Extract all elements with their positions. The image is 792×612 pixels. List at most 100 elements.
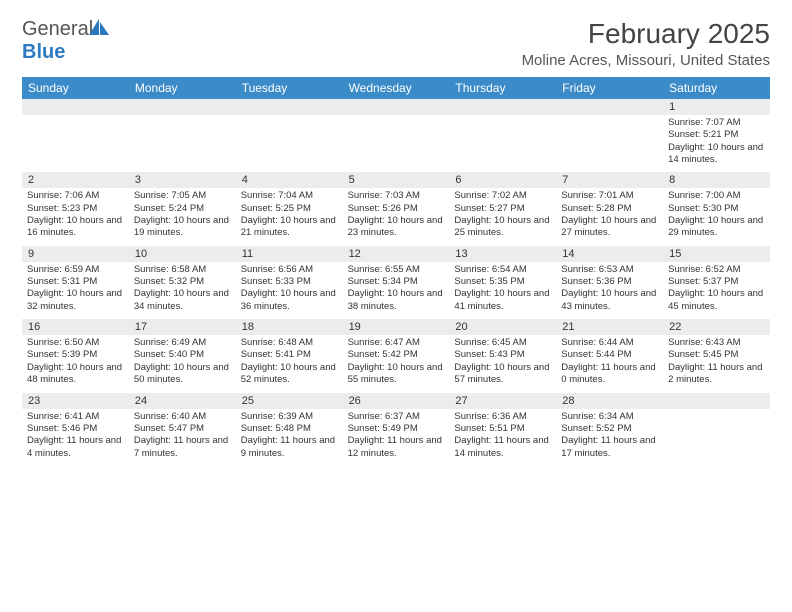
day-cell: Sunrise: 7:06 AMSunset: 5:23 PMDaylight:… [22,188,129,245]
sunrise-text: Sunrise: 6:55 AM [348,264,445,276]
day-cell: Sunrise: 6:47 AMSunset: 5:42 PMDaylight:… [343,335,450,392]
day-cell: Sunrise: 6:43 AMSunset: 5:45 PMDaylight:… [663,335,770,392]
day-number [22,99,129,115]
daylight-text: Daylight: 11 hours and 9 minutes. [241,435,338,460]
day-number [129,99,236,115]
daylight-text: Daylight: 10 hours and 38 minutes. [348,288,445,313]
day-cell: Sunrise: 6:44 AMSunset: 5:44 PMDaylight:… [556,335,663,392]
day-number [236,99,343,115]
month-title: February 2025 [522,18,770,50]
day-cell: Sunrise: 7:01 AMSunset: 5:28 PMDaylight:… [556,188,663,245]
sunrise-text: Sunrise: 6:58 AM [134,264,231,276]
sunset-text: Sunset: 5:35 PM [454,276,551,288]
day-cell: Sunrise: 6:56 AMSunset: 5:33 PMDaylight:… [236,262,343,319]
sunset-text: Sunset: 5:46 PM [27,423,124,435]
day-cell: Sunrise: 6:54 AMSunset: 5:35 PMDaylight:… [449,262,556,319]
day-number: 12 [343,246,450,262]
day-number: 7 [556,172,663,188]
day-cell: Sunrise: 7:03 AMSunset: 5:26 PMDaylight:… [343,188,450,245]
day-number: 14 [556,246,663,262]
logo-text: GeneralBlue [22,18,111,64]
day-cell: Sunrise: 6:41 AMSunset: 5:46 PMDaylight:… [22,409,129,466]
day-number: 17 [129,319,236,335]
day-number: 21 [556,319,663,335]
sunrise-text: Sunrise: 7:01 AM [561,190,658,202]
day-number: 27 [449,393,556,409]
sunrise-text: Sunrise: 6:44 AM [561,337,658,349]
daynum-strip: 2345678 [22,172,770,188]
day-number: 10 [129,246,236,262]
header-right: February 2025 Moline Acres, Missouri, Un… [522,18,770,69]
day-header: Thursday [449,77,556,99]
daylight-text: Daylight: 11 hours and 2 minutes. [668,362,765,387]
sunset-text: Sunset: 5:37 PM [668,276,765,288]
sunrise-text: Sunrise: 6:50 AM [27,337,124,349]
day-number: 1 [663,99,770,115]
sunrise-text: Sunrise: 6:36 AM [454,411,551,423]
day-cell: Sunrise: 6:59 AMSunset: 5:31 PMDaylight:… [22,262,129,319]
sunset-text: Sunset: 5:49 PM [348,423,445,435]
day-cell [663,409,770,466]
daylight-text: Daylight: 10 hours and 16 minutes. [27,215,124,240]
day-cell: Sunrise: 6:50 AMSunset: 5:39 PMDaylight:… [22,335,129,392]
sunrise-text: Sunrise: 6:45 AM [454,337,551,349]
daylight-text: Daylight: 10 hours and 36 minutes. [241,288,338,313]
sunset-text: Sunset: 5:25 PM [241,203,338,215]
day-cell [129,115,236,172]
sunrise-text: Sunrise: 6:43 AM [668,337,765,349]
day-cell: Sunrise: 6:34 AMSunset: 5:52 PMDaylight:… [556,409,663,466]
day-cell: Sunrise: 6:58 AMSunset: 5:32 PMDaylight:… [129,262,236,319]
logo-text-1: General [22,18,93,40]
day-number: 18 [236,319,343,335]
day-number: 20 [449,319,556,335]
sunset-text: Sunset: 5:30 PM [668,203,765,215]
sunset-text: Sunset: 5:45 PM [668,349,765,361]
sunset-text: Sunset: 5:27 PM [454,203,551,215]
day-cell: Sunrise: 6:37 AMSunset: 5:49 PMDaylight:… [343,409,450,466]
day-number: 19 [343,319,450,335]
daylight-text: Daylight: 10 hours and 52 minutes. [241,362,338,387]
day-cell: Sunrise: 6:48 AMSunset: 5:41 PMDaylight:… [236,335,343,392]
sunset-text: Sunset: 5:28 PM [561,203,658,215]
daylight-text: Daylight: 10 hours and 57 minutes. [454,362,551,387]
sunrise-text: Sunrise: 7:02 AM [454,190,551,202]
day-header: Tuesday [236,77,343,99]
daylight-text: Daylight: 10 hours and 27 minutes. [561,215,658,240]
sunset-text: Sunset: 5:23 PM [27,203,124,215]
sunset-text: Sunset: 5:51 PM [454,423,551,435]
sunrise-text: Sunrise: 6:52 AM [668,264,765,276]
week-row: Sunrise: 6:59 AMSunset: 5:31 PMDaylight:… [22,262,770,319]
daylight-text: Daylight: 11 hours and 0 minutes. [561,362,658,387]
sunrise-text: Sunrise: 6:54 AM [454,264,551,276]
sunrise-text: Sunrise: 6:40 AM [134,411,231,423]
sunrise-text: Sunrise: 6:59 AM [27,264,124,276]
daylight-text: Daylight: 10 hours and 43 minutes. [561,288,658,313]
day-cell [449,115,556,172]
day-number: 13 [449,246,556,262]
sunrise-text: Sunrise: 6:56 AM [241,264,338,276]
sunset-text: Sunset: 5:33 PM [241,276,338,288]
sunset-text: Sunset: 5:47 PM [134,423,231,435]
day-number: 25 [236,393,343,409]
day-number: 8 [663,172,770,188]
day-header: Sunday [22,77,129,99]
sunset-text: Sunset: 5:44 PM [561,349,658,361]
day-number: 23 [22,393,129,409]
daylight-text: Daylight: 10 hours and 19 minutes. [134,215,231,240]
sunset-text: Sunset: 5:48 PM [241,423,338,435]
day-cell: Sunrise: 7:00 AMSunset: 5:30 PMDaylight:… [663,188,770,245]
calendar: SundayMondayTuesdayWednesdayThursdayFrid… [22,77,770,466]
daynum-strip: 1 [22,99,770,115]
sunset-text: Sunset: 5:52 PM [561,423,658,435]
day-number [556,99,663,115]
logo-text-2: Blue [22,41,65,63]
calendar-page: GeneralBlue February 2025 Moline Acres, … [0,0,792,484]
daynum-strip: 232425262728 [22,393,770,409]
day-cell [343,115,450,172]
sunrise-text: Sunrise: 6:39 AM [241,411,338,423]
day-cell: Sunrise: 6:40 AMSunset: 5:47 PMDaylight:… [129,409,236,466]
sunset-text: Sunset: 5:34 PM [348,276,445,288]
daylight-text: Daylight: 10 hours and 41 minutes. [454,288,551,313]
header: GeneralBlue February 2025 Moline Acres, … [22,18,770,69]
day-header: Friday [556,77,663,99]
